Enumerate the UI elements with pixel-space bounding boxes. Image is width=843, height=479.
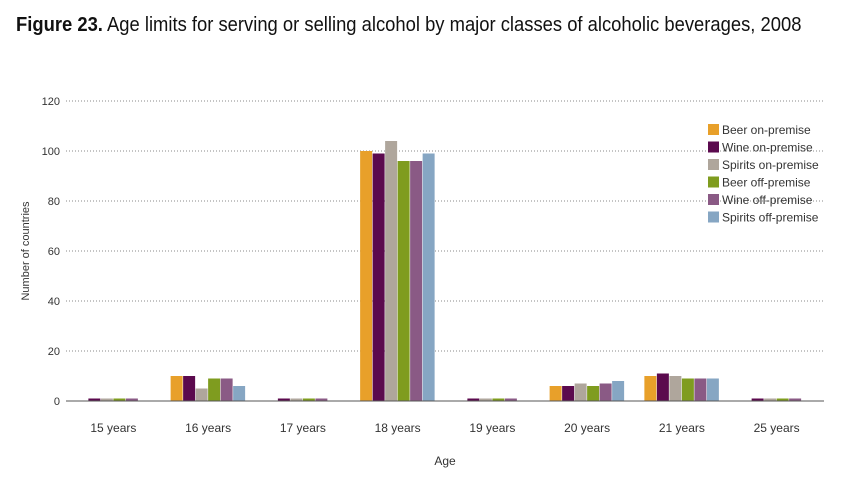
x-tick-label: 21 years bbox=[659, 421, 705, 435]
y-tick-label: 80 bbox=[48, 196, 60, 208]
bar bbox=[599, 383, 612, 401]
bar bbox=[644, 376, 657, 401]
gridlines bbox=[66, 100, 824, 352]
y-axis-label: Number of countries bbox=[20, 201, 32, 301]
bar bbox=[170, 376, 183, 401]
y-axis-ticks: 0 20 40 60 80 100 120 bbox=[42, 96, 60, 408]
y-tick-label: 120 bbox=[42, 96, 60, 108]
x-axis-ticks: 15 years 16 years 17 years 18 years 19 years… bbox=[90, 421, 799, 435]
bar bbox=[360, 151, 373, 401]
x-tick-label: 25 years bbox=[754, 421, 800, 435]
bar bbox=[751, 398, 764, 401]
bar bbox=[669, 376, 682, 401]
y-tick-label: 40 bbox=[48, 296, 60, 308]
y-tick-label: 100 bbox=[42, 146, 60, 158]
legend-label: Spirits off-premise bbox=[722, 211, 819, 225]
bar bbox=[479, 398, 492, 401]
bar bbox=[397, 161, 410, 401]
figure-number: Figure 23. bbox=[16, 14, 103, 36]
bar bbox=[208, 378, 221, 401]
bar bbox=[789, 398, 802, 401]
bar bbox=[372, 153, 385, 401]
x-tick-label: 18 years bbox=[375, 421, 421, 435]
legend-swatch bbox=[708, 211, 719, 223]
bar bbox=[562, 386, 575, 401]
x-tick-label: 20 years bbox=[564, 421, 610, 435]
legend: Beer on-premise Wine on-premise Spirits on… bbox=[708, 123, 819, 225]
y-tick-label: 20 bbox=[48, 346, 60, 358]
x-tick-label: 17 years bbox=[280, 421, 326, 435]
bar bbox=[410, 161, 423, 401]
bar bbox=[422, 153, 435, 401]
bar bbox=[125, 398, 138, 401]
legend-label: Spirits on-premise bbox=[722, 158, 819, 172]
bar bbox=[587, 386, 600, 401]
bar bbox=[549, 386, 562, 401]
bar bbox=[385, 141, 398, 401]
x-tick-label: 19 years bbox=[469, 421, 515, 435]
bar bbox=[764, 398, 777, 401]
bar bbox=[88, 398, 101, 401]
legend-swatch bbox=[708, 176, 719, 188]
bar bbox=[504, 398, 517, 401]
legend-swatch bbox=[708, 141, 719, 153]
bar bbox=[574, 383, 587, 401]
legend-label: Beer off-premise bbox=[722, 176, 811, 190]
legend-swatch bbox=[708, 159, 719, 170]
bar bbox=[100, 398, 113, 401]
bar bbox=[492, 398, 505, 401]
x-axis-label: Age bbox=[434, 454, 456, 468]
bar bbox=[315, 398, 328, 401]
bar bbox=[612, 381, 625, 401]
figure-title: Figure 23. Age limits for serving or sel… bbox=[16, 14, 801, 37]
legend-swatch bbox=[708, 124, 719, 135]
bars bbox=[88, 141, 802, 401]
legend-label: Wine on-premise bbox=[722, 141, 813, 155]
bar bbox=[467, 398, 480, 401]
bar bbox=[681, 378, 694, 401]
bar bbox=[233, 386, 246, 401]
bar bbox=[302, 398, 315, 401]
y-tick-label: 60 bbox=[48, 246, 60, 258]
bar bbox=[776, 398, 789, 401]
figure-title-text: Age limits for serving or selling alcoho… bbox=[107, 14, 802, 36]
bar bbox=[656, 373, 669, 401]
bar bbox=[694, 378, 707, 401]
legend-swatch bbox=[708, 194, 719, 205]
bar bbox=[290, 398, 303, 401]
bar bbox=[183, 376, 196, 401]
x-tick-label: 16 years bbox=[185, 421, 231, 435]
legend-label: Beer on-premise bbox=[722, 123, 811, 137]
bar bbox=[277, 398, 290, 401]
y-tick-label: 0 bbox=[54, 396, 60, 408]
legend-label: Wine off-premise bbox=[722, 193, 813, 207]
bar bbox=[706, 378, 719, 401]
bar bbox=[195, 388, 208, 401]
x-tick-label: 15 years bbox=[90, 421, 136, 435]
bar bbox=[220, 378, 233, 401]
bar bbox=[113, 398, 126, 401]
